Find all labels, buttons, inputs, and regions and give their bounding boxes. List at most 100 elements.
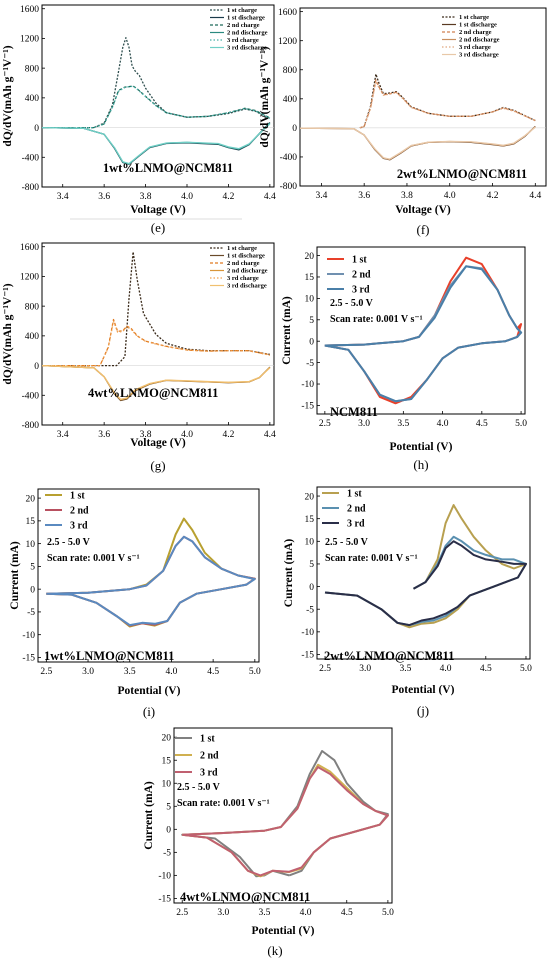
x-tick-label: 4.5 [476, 419, 488, 429]
y-tick-label: 20 [26, 494, 36, 504]
annotation-text: Scan rate: 0.001 V s⁻¹ [325, 553, 418, 564]
legend-label: 2 nd discharge [227, 268, 268, 275]
y-tick-label: 0 [309, 337, 314, 347]
y-tick-label: -10 [22, 631, 35, 641]
y-tick-label: -800 [22, 421, 40, 431]
annotation-text: 2.5 - 5.0 V [47, 537, 91, 548]
series-line-4 [41, 122, 271, 165]
legend-label: 3 rd charge [227, 275, 259, 282]
legend-label: 3 rd discharge [227, 45, 267, 52]
x-tick-label: 4.0 [165, 667, 177, 677]
x-tick-label: 3.4 [57, 430, 69, 440]
series-line-1 [359, 73, 536, 129]
legend-label: 2 nd discharge [227, 30, 268, 37]
panel-caption: (f) [417, 222, 430, 237]
y-tick-label: -400 [22, 153, 40, 163]
y-tick-label: 10 [305, 295, 315, 305]
legend-label: 3 rd discharge [227, 283, 267, 290]
x-tick-label: 3.8 [140, 430, 152, 440]
y-tick-label: 400 [25, 94, 40, 104]
y-tick-label: -15 [22, 654, 35, 664]
sample-label: 1wt%LNMO@NCM811 [103, 161, 233, 175]
x-tick-label: 4.0 [440, 664, 452, 674]
y-axis-label: Current (mA) [143, 781, 155, 850]
x-tick-label: 4.0 [181, 430, 193, 440]
legend-label: 1 st charge [227, 7, 257, 14]
y-tick-label: 10 [26, 540, 36, 550]
y-tick-label: -15 [301, 651, 314, 661]
legend-label: 3 rd discharge [459, 52, 499, 59]
y-tick-label: 10 [162, 779, 172, 789]
y-tick-label: 1200 [20, 35, 39, 45]
series-line-1 [42, 37, 271, 129]
y-tick-label: 1600 [278, 8, 297, 18]
legend-label: 1 st [70, 491, 85, 502]
y-tick-label: 5 [309, 316, 314, 326]
panel-caption: (k) [267, 943, 282, 958]
legend-label: 3 rd [200, 768, 218, 779]
x-axis-label: Voltage (V) [130, 437, 186, 449]
x-tick-label: 3.5 [399, 664, 411, 674]
series-line-3 [359, 79, 536, 129]
sample-label: 2wt%LNMO@NCM811 [324, 649, 454, 663]
series-line-5 [42, 85, 271, 129]
plot-frame [316, 246, 526, 415]
x-tick-label: 4.0 [181, 192, 193, 202]
y-tick-label: 20 [305, 492, 315, 502]
x-tick-label: 4.5 [207, 667, 219, 677]
x-tick-label: 4.4 [264, 430, 276, 440]
x-axis-label: Potential (V) [252, 925, 315, 937]
y-tick-label: 5 [309, 560, 314, 570]
x-tick-label: 2.5 [176, 908, 188, 918]
panel-f: 3.4 3.6 3.8 4.0 4.2 4.4 -800 -400 0 400 800 1200 160… [259, 7, 547, 237]
series-line-6 [299, 126, 536, 160]
panel-h: 2.5 3.0 3.5 4.0 4.5 5.0 -15 -10 -5 0 5 10 15 20 Potent… [281, 246, 527, 472]
panel-caption: (i) [143, 704, 155, 719]
legend-label: 3 rd charge [459, 44, 491, 51]
series-line-3 [182, 766, 389, 877]
legend-label: 2 nd charge [227, 260, 260, 267]
x-tick-label: 3.5 [397, 419, 409, 429]
y-tick-label: 1200 [20, 273, 39, 283]
legend-label: 2 nd charge [459, 29, 492, 36]
y-tick-label: 400 [283, 95, 298, 105]
x-tick-label: 3.6 [98, 192, 110, 202]
plot-frame [299, 7, 547, 187]
x-tick-label: 5.0 [515, 419, 527, 429]
x-tick-label: 3.6 [358, 191, 370, 201]
y-tick-label: -10 [301, 380, 314, 390]
legend-label: 1 st discharge [459, 22, 497, 29]
sample-label: 2wt%LNMO@NCM811 [397, 167, 527, 181]
y-tick-label: 800 [283, 66, 298, 76]
x-axis-label: Potential (V) [118, 685, 181, 697]
y-axis-label: Current (mA) [281, 296, 293, 365]
series-line-1 [46, 517, 256, 628]
x-tick-label: 3.6 [98, 430, 110, 440]
y-axis-label: Current (mA) [9, 541, 21, 610]
y-tick-label: -400 [22, 391, 40, 401]
legend-label: 3 rd [347, 519, 365, 530]
series-line-6 [41, 364, 271, 401]
legend-label: 3 rd charge [227, 37, 259, 44]
y-tick-label: -10 [158, 872, 171, 882]
x-tick-label: 3.0 [217, 908, 229, 918]
y-tick-label: 0 [292, 124, 297, 134]
x-tick-label: 2.5 [319, 419, 331, 429]
y-tick-label: 20 [162, 733, 172, 743]
y-tick-label: 15 [305, 273, 315, 283]
series-line-6 [41, 123, 271, 165]
y-tick-label: 15 [305, 515, 315, 525]
series-line-3 [42, 318, 271, 367]
x-axis-label: Potential (V) [392, 684, 455, 696]
panel-caption: (g) [150, 458, 165, 473]
legend-label: 2 nd charge [227, 22, 260, 29]
y-tick-label: -800 [22, 183, 40, 193]
panel-i: 2.5 3.0 3.5 4.0 4.5 5.0 -15 -10 -5 0 5 10 15 20 Potent… [9, 488, 261, 719]
plot-frame [37, 488, 260, 663]
y-tick-label: -15 [301, 402, 314, 412]
y-tick-label: -15 [158, 895, 171, 905]
legend-label: 3 rd [70, 521, 88, 532]
y-axis-label: dQ/dV(mAh g⁻¹V⁻¹) [2, 45, 14, 146]
legend-label: 1 st [352, 255, 367, 266]
y-tick-label: -5 [27, 608, 35, 618]
